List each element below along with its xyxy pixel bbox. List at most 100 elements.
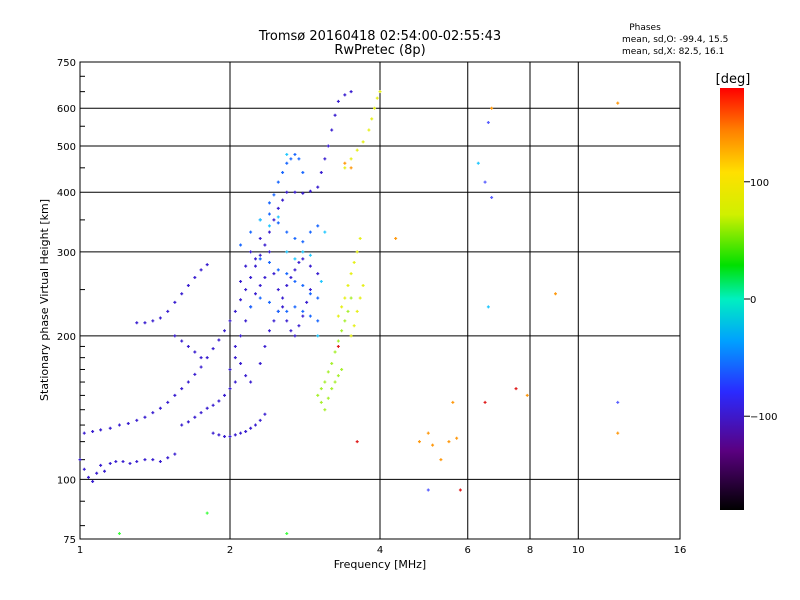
- data-point: [180, 339, 184, 343]
- data-point: [308, 314, 312, 318]
- data-point: [349, 296, 353, 300]
- data-point: [343, 93, 347, 97]
- data-point: [263, 243, 267, 247]
- data-point: [447, 440, 451, 444]
- data-point: [293, 305, 297, 309]
- data-point: [340, 329, 344, 333]
- data-point: [455, 436, 459, 440]
- data-point: [293, 268, 297, 272]
- data-point: [330, 387, 334, 391]
- data-point: [267, 212, 271, 216]
- data-point: [166, 400, 170, 404]
- data-point: [361, 283, 365, 287]
- data-point: [281, 198, 285, 202]
- data-point: [476, 161, 480, 165]
- colorbar-ticks: 100 0 −100: [744, 178, 777, 423]
- x-tick-label: 6: [465, 545, 471, 556]
- colorbar-tick-label: 0: [750, 295, 756, 306]
- data-point: [121, 460, 125, 464]
- data-point: [143, 321, 147, 325]
- data-point: [308, 288, 312, 292]
- data-point: [333, 380, 337, 384]
- y-tick-label: 100: [57, 475, 76, 486]
- data-point: [239, 298, 243, 302]
- data-point: [276, 221, 280, 225]
- data-point: [355, 250, 359, 254]
- data-point: [333, 350, 337, 354]
- data-point: [293, 190, 297, 194]
- data-point: [249, 380, 253, 384]
- data-point: [346, 283, 350, 287]
- data-point: [340, 305, 344, 309]
- data-point: [128, 461, 132, 465]
- data-point: [333, 113, 337, 117]
- data-point: [267, 329, 271, 333]
- data-point: [258, 253, 262, 257]
- data-point: [326, 144, 330, 148]
- data-point: [186, 420, 190, 424]
- data-points: [78, 90, 620, 536]
- data-point: [117, 423, 121, 427]
- data-point: [180, 292, 184, 296]
- data-point: [239, 334, 243, 338]
- data-point: [616, 101, 620, 105]
- data-point: [285, 309, 289, 313]
- data-point: [276, 215, 280, 219]
- data-point: [343, 161, 347, 165]
- data-point: [143, 415, 147, 419]
- data-point: [293, 236, 297, 240]
- data-point: [267, 224, 271, 228]
- data-point: [253, 423, 257, 427]
- data-point: [272, 272, 276, 276]
- data-point: [285, 532, 289, 536]
- data-point: [297, 157, 301, 161]
- data-point: [276, 288, 280, 292]
- data-point: [336, 344, 340, 348]
- data-point: [281, 170, 285, 174]
- data-point: [199, 411, 203, 415]
- data-point: [297, 324, 301, 328]
- y-tick-label: 500: [57, 142, 76, 153]
- data-point: [355, 440, 359, 444]
- y-tick-labels: 75 100 200 300 400 500 600 750: [57, 58, 76, 546]
- data-point: [114, 460, 118, 464]
- data-point: [228, 367, 232, 371]
- data-point: [349, 334, 353, 338]
- data-point: [267, 201, 271, 205]
- data-point: [285, 230, 289, 234]
- data-point: [308, 292, 312, 296]
- data-point: [319, 387, 323, 391]
- chart-subtitle: RwPretec (8p): [334, 43, 425, 58]
- data-point: [272, 218, 276, 222]
- data-point: [135, 418, 139, 422]
- data-point: [263, 276, 267, 280]
- data-point: [253, 264, 257, 268]
- data-point: [301, 314, 305, 318]
- data-point: [158, 460, 162, 464]
- x-tick-labels: 1 2 4 6 8 10 16: [77, 545, 687, 556]
- data-point: [301, 309, 305, 313]
- data-point: [486, 121, 490, 125]
- data-point: [211, 431, 215, 435]
- data-point: [323, 157, 327, 161]
- data-point: [135, 321, 139, 325]
- data-point: [78, 458, 82, 462]
- data-point: [158, 316, 162, 320]
- data-point: [173, 393, 177, 397]
- data-point: [326, 396, 330, 400]
- y-tick-label: 75: [63, 535, 76, 546]
- data-point: [394, 236, 398, 240]
- data-point: [355, 148, 359, 152]
- data-point: [308, 264, 312, 268]
- data-point: [151, 319, 155, 323]
- data-point: [272, 319, 276, 323]
- data-point: [373, 106, 377, 110]
- data-point: [417, 440, 421, 444]
- data-point: [99, 463, 103, 467]
- data-point: [233, 433, 237, 437]
- data-point: [343, 296, 347, 300]
- data-point: [249, 305, 253, 309]
- x-tick-label: 2: [227, 545, 233, 556]
- data-point: [86, 475, 90, 479]
